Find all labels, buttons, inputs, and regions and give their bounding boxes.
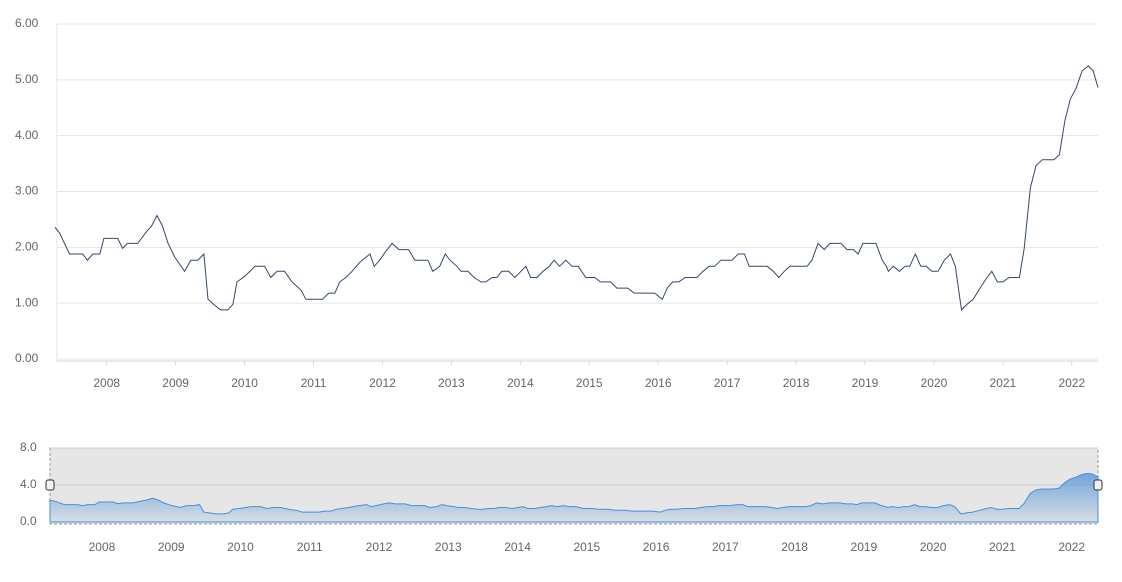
navigator-x-label: 2012 <box>366 540 393 554</box>
navigator-y-label: 8.0 <box>20 440 37 454</box>
navigator-handle[interactable] <box>45 479 55 491</box>
y-tick-label: 5.00 <box>15 72 39 86</box>
navigator-x-label: 2013 <box>435 540 462 554</box>
x-tick-label: 2021 <box>990 376 1017 390</box>
y-tick-label: 3.00 <box>15 184 39 198</box>
navigator-x-label: 2010 <box>227 540 254 554</box>
x-tick-label: 2019 <box>852 376 879 390</box>
x-tick-label: 2012 <box>369 376 396 390</box>
y-tick-label: 0.00 <box>15 351 39 365</box>
x-tick-label: 2009 <box>162 376 189 390</box>
y-tick-label: 4.00 <box>15 128 39 142</box>
navigator-x-label: 2018 <box>781 540 808 554</box>
x-tick-label: 2016 <box>645 376 672 390</box>
navigator-x-label: 2011 <box>297 540 323 554</box>
y-tick-label: 6.00 <box>15 16 39 30</box>
navigator-x-label: 2019 <box>851 540 878 554</box>
navigator-area <box>49 472 1099 523</box>
x-tick-label: 2014 <box>507 376 534 390</box>
navigator-handle[interactable] <box>1093 479 1103 491</box>
navigator-x-label: 2021 <box>989 540 1016 554</box>
navigator-x-label: 2017 <box>712 540 739 554</box>
navigator-x-label: 2016 <box>643 540 670 554</box>
navigator-x-label: 2014 <box>504 540 531 554</box>
navigator-x-label: 2020 <box>920 540 947 554</box>
x-tick-label: 2015 <box>576 376 603 390</box>
navigator-x-label: 2022 <box>1058 540 1085 554</box>
data-line <box>54 65 1099 311</box>
x-tick-label: 2020 <box>921 376 948 390</box>
navigator-x-label: 2015 <box>573 540 600 554</box>
navigator-y-label: 0.0 <box>20 514 37 528</box>
y-tick-label: 2.00 <box>15 240 39 254</box>
navigator-x-label: 2009 <box>158 540 185 554</box>
navigator-y-label: 4.0 <box>20 477 37 491</box>
x-tick-label: 2010 <box>231 376 258 390</box>
navigator-x-label: 2008 <box>89 540 116 554</box>
x-tick-label: 2011 <box>301 376 327 390</box>
y-tick-label: 1.00 <box>15 295 39 309</box>
x-tick-label: 2008 <box>93 376 120 390</box>
x-tick-label: 2018 <box>783 376 810 390</box>
x-tick-label: 2013 <box>438 376 465 390</box>
x-tick-label: 2017 <box>714 376 741 390</box>
x-tick-label: 2022 <box>1058 376 1085 390</box>
